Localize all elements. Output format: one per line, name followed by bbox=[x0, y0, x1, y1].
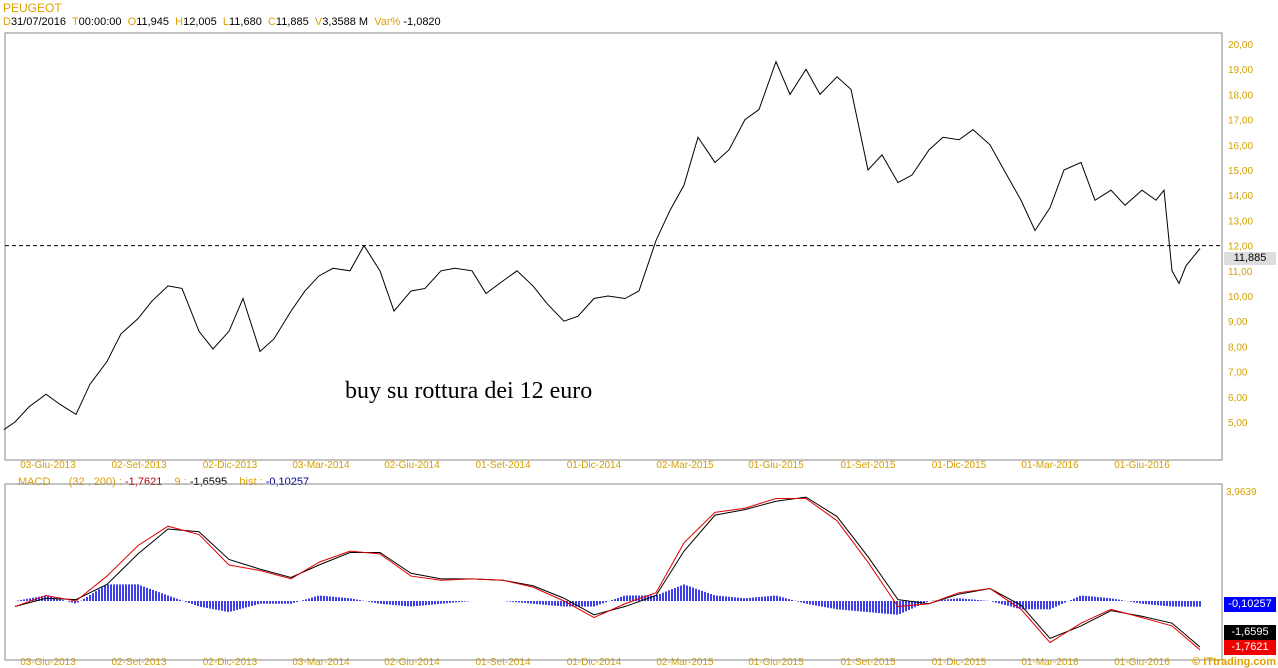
hist-label: hist : bbox=[239, 476, 263, 488]
x-tick-label: 03-Mar-2014 bbox=[292, 460, 350, 471]
open-label: O bbox=[127, 16, 137, 28]
y-tick-label: 17,00 bbox=[1228, 116, 1253, 127]
x-tick-label: 01-Dic-2014 bbox=[567, 657, 622, 668]
y-tick-label: 18,00 bbox=[1228, 90, 1253, 101]
price-frame bbox=[4, 32, 1223, 461]
chart-title: PEUGEOT bbox=[3, 1, 62, 15]
x-tick-label: 01-Giu-2015 bbox=[748, 460, 804, 471]
x-tick-label: 01-Set-2015 bbox=[840, 460, 895, 471]
close-value: 11,885 bbox=[275, 16, 309, 28]
y-tick-label: 19,00 bbox=[1228, 65, 1253, 76]
volume-value: 3,3588 M bbox=[322, 16, 369, 28]
signal-value: -1,6595 bbox=[189, 476, 228, 488]
hist-value: -0,10257 bbox=[265, 476, 310, 488]
x-tick-label: 01-Dic-2015 bbox=[932, 657, 987, 668]
signal-value-tag: -1,6595 bbox=[1224, 625, 1276, 640]
x-tick-label: 02-Giu-2014 bbox=[384, 657, 440, 668]
low-value: 11,680 bbox=[229, 16, 262, 28]
price-line bbox=[3, 60, 1201, 430]
x-tick-label: 01-Giu-2015 bbox=[748, 657, 804, 668]
y-tick-label: 15,00 bbox=[1228, 166, 1253, 177]
macd-line bbox=[14, 498, 1201, 651]
last-price-tag: 11,885 bbox=[1224, 252, 1276, 265]
y-tick-label: 9,00 bbox=[1228, 317, 1248, 328]
signal-line bbox=[14, 496, 1201, 648]
x-tick-label: 03-Giu-2013 bbox=[20, 657, 76, 668]
annotation-text: buy su rottura dei 12 euro bbox=[345, 378, 593, 404]
x-tick-label: 02-Set-2013 bbox=[111, 657, 166, 668]
x-tick-label: 02-Mar-2015 bbox=[656, 657, 714, 668]
var-value: -1,0820 bbox=[403, 16, 441, 28]
macd-readout: MACD (32 , 200) : -1,7621 9 : -1,6595 hi… bbox=[18, 476, 309, 488]
y-tick-label: 8,00 bbox=[1228, 342, 1248, 353]
macd-frame bbox=[4, 483, 1223, 661]
y-tick-label: 5,00 bbox=[1228, 418, 1248, 429]
x-tick-label: 02-Dic-2013 bbox=[203, 460, 258, 471]
x-tick-label: 02-Giu-2014 bbox=[384, 460, 440, 471]
signal-label: 9 : bbox=[174, 476, 187, 488]
var-label: Var% bbox=[374, 16, 401, 28]
y-tick-label: 16,00 bbox=[1228, 141, 1253, 152]
macd-label: MACD bbox=[18, 476, 51, 488]
y-tick-label: 11,00 bbox=[1228, 267, 1253, 278]
high-value: 12,005 bbox=[183, 16, 217, 28]
time-value: 00:00:00 bbox=[78, 16, 122, 28]
open-value: 11,945 bbox=[136, 16, 170, 28]
x-tick-label: 02-Mar-2015 bbox=[656, 460, 714, 471]
x-tick-label: 01-Set-2015 bbox=[840, 657, 895, 668]
y-tick-label: 13,00 bbox=[1228, 216, 1253, 227]
ohlc-readout: D31/07/2016 T00:00:00 O11,945 H12,005 L1… bbox=[3, 16, 441, 28]
x-tick-label: 01-Mar-2016 bbox=[1021, 460, 1079, 471]
y-tick-label: 6,00 bbox=[1228, 393, 1248, 404]
x-tick-label: 01-Giu-2016 bbox=[1114, 657, 1170, 668]
y-tick-label: 12,00 bbox=[1228, 242, 1253, 253]
y-tick-label: 7,00 bbox=[1228, 368, 1248, 379]
x-tick-label: 03-Giu-2013 bbox=[20, 460, 76, 471]
x-tick-label: 01-Giu-2016 bbox=[1114, 460, 1170, 471]
high-label: H bbox=[175, 16, 184, 28]
copyright-footer: © ITtrading.com bbox=[1192, 656, 1276, 668]
x-tick-label: 01-Mar-2016 bbox=[1021, 657, 1079, 668]
macd-params: (32 , 200) : bbox=[68, 476, 122, 488]
y-tick-label: 10,00 bbox=[1228, 292, 1253, 303]
x-tick-label: 02-Set-2013 bbox=[111, 460, 166, 471]
time-label: T bbox=[71, 16, 79, 28]
low-label: L bbox=[222, 16, 229, 28]
date-label: D bbox=[3, 16, 11, 28]
y-tick-label: 14,00 bbox=[1228, 191, 1253, 202]
x-tick-label: 01-Dic-2015 bbox=[932, 460, 987, 471]
macd-value: -1,7621 bbox=[125, 476, 163, 488]
x-tick-label: 01-Set-2014 bbox=[475, 460, 530, 471]
x-tick-label: 02-Dic-2013 bbox=[203, 657, 258, 668]
hist-value-tag: -0,10257 bbox=[1224, 597, 1276, 612]
date-value: 31/07/2016 bbox=[10, 16, 67, 28]
x-tick-label: 01-Dic-2014 bbox=[567, 460, 622, 471]
volume-label: V bbox=[314, 16, 323, 28]
x-tick-label: 03-Mar-2014 bbox=[292, 657, 350, 668]
macd-top-label: 3,9639 bbox=[1226, 487, 1257, 498]
y-tick-label: 20,00 bbox=[1228, 40, 1253, 51]
x-tick-label: 01-Set-2014 bbox=[475, 657, 530, 668]
close-label: C bbox=[267, 16, 276, 28]
macd-value-tag: -1,7621 bbox=[1224, 640, 1276, 655]
